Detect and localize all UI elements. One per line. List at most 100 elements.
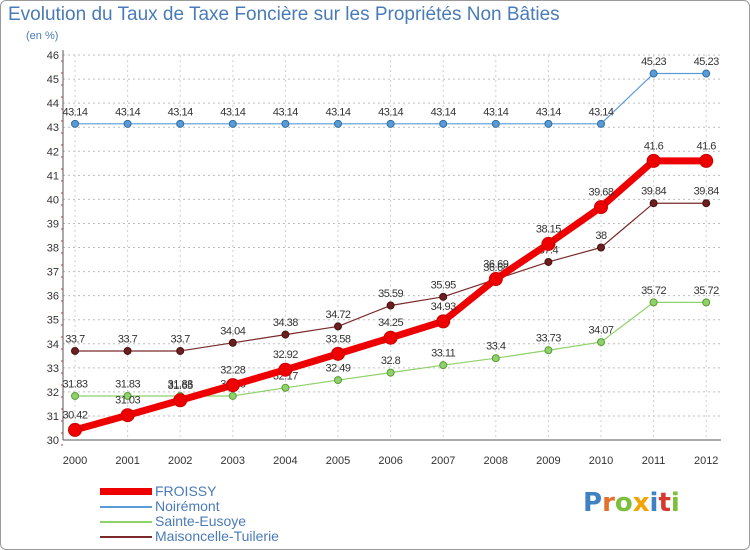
x-tick-label: 2007 [431, 455, 455, 467]
data-point-sainte-eusoye [439, 361, 448, 370]
data-point-sainte-eusoye [228, 391, 237, 400]
data-label-noir-mont: 43.14 [115, 106, 140, 118]
data-label-maisoncelle-tuilerie: 33.7 [170, 333, 190, 345]
x-tick-label: 2003 [221, 455, 245, 467]
x-tick-label: 2011 [642, 455, 666, 467]
data-point-sainte-eusoye [386, 368, 395, 377]
data-point-maisoncelle-tuilerie [439, 292, 448, 301]
y-tick-label: 30 [47, 435, 59, 447]
data-label-sainte-eusoye: 33.73 [536, 333, 561, 345]
data-point-sainte-eusoye [123, 391, 132, 400]
data-label-sainte-eusoye: 33.11 [431, 348, 456, 360]
chart-legend: FROISSY Noirémont Sainte-Eusoye Maisoncelle… [100, 484, 400, 544]
data-label-froissy: 41.6 [696, 140, 716, 152]
data-label-froissy: 32.92 [273, 349, 298, 361]
data-point-sainte-eusoye [71, 391, 79, 400]
data-label-sainte-eusoye: 32.8 [381, 355, 401, 367]
data-point-froissy [173, 393, 188, 408]
data-point-noir-mont [491, 119, 500, 128]
data-point-noir-mont [228, 119, 237, 128]
data-label-sainte-eusoye: 31.83 [168, 378, 193, 390]
data-point-noir-mont [702, 69, 711, 78]
data-label-sainte-eusoye: 31.83 [62, 378, 87, 390]
x-tick-label: 2000 [63, 455, 87, 467]
data-label-froissy: 36.69 [483, 259, 508, 271]
data-point-sainte-eusoye [649, 298, 658, 307]
data-label-noir-mont: 43.14 [168, 106, 193, 118]
y-tick-label: 33 [47, 363, 59, 375]
data-label-froissy: 39.68 [588, 187, 613, 199]
data-label-froissy: 31.65 [168, 380, 193, 392]
data-point-noir-mont [597, 119, 605, 128]
legend-swatch [100, 488, 152, 495]
data-label-froissy: 31.03 [115, 395, 140, 407]
x-tick-label: 2001 [115, 455, 139, 467]
data-label-maisoncelle-tuilerie: 34.04 [220, 325, 245, 337]
legend-swatch [100, 506, 152, 508]
data-point-froissy [699, 153, 714, 168]
data-point-maisoncelle-tuilerie [386, 301, 395, 310]
data-label-froissy: 34.25 [378, 317, 403, 329]
data-label-noir-mont: 45.23 [641, 56, 666, 68]
x-tick-label: 2005 [326, 455, 350, 467]
data-label-noir-mont: 43.14 [536, 106, 561, 118]
y-tick-label: 41 [47, 170, 59, 182]
y-tick-label: 43 [47, 122, 59, 134]
logo-letter: o [614, 488, 633, 518]
x-tick-label: 2009 [536, 455, 560, 467]
x-tick-label: 2008 [484, 455, 508, 467]
data-point-maisoncelle-tuilerie [176, 346, 185, 355]
y-tick-label: 45 [47, 74, 59, 86]
chart-unit: (en %) [26, 30, 59, 42]
y-tick-label: 32 [47, 387, 59, 399]
y-tick-label: 46 [47, 50, 59, 62]
data-label-sainte-eusoye: 31.83 [115, 378, 140, 390]
legend-label: FROISSY [155, 483, 217, 499]
data-point-sainte-eusoye [281, 383, 290, 392]
logo-letter: t [658, 488, 671, 518]
data-point-maisoncelle-tuilerie [597, 243, 605, 252]
data-point-noir-mont [123, 119, 132, 128]
y-tick-label: 39 [47, 218, 59, 230]
data-label-noir-mont: 43.14 [431, 106, 456, 118]
data-point-sainte-eusoye [544, 346, 553, 355]
data-label-maisoncelle-tuilerie: 39.84 [694, 186, 719, 198]
data-point-noir-mont [544, 119, 553, 128]
data-label-maisoncelle-tuilerie: 39.84 [641, 186, 666, 198]
data-label-maisoncelle-tuilerie: 35.59 [378, 288, 403, 300]
data-label-noir-mont: 43.14 [62, 106, 87, 118]
data-point-froissy [278, 362, 293, 377]
data-label-noir-mont: 45.23 [694, 56, 719, 68]
y-tick-label: 34 [47, 339, 59, 351]
y-tick-label: 36 [47, 291, 59, 303]
legend-item: Noirémont [100, 499, 400, 514]
data-label-froissy: 34.93 [431, 301, 456, 313]
y-tick-label: 40 [47, 194, 59, 206]
data-point-maisoncelle-tuilerie [334, 322, 342, 331]
data-label-froissy: 38.15 [536, 223, 561, 235]
legend-label: Sainte-Eusoye [155, 513, 247, 529]
legend-label: Noirémont [155, 498, 220, 514]
data-label-maisoncelle-tuilerie: 34.72 [325, 309, 350, 321]
data-point-sainte-eusoye [491, 354, 500, 363]
data-point-froissy [120, 408, 135, 423]
legend-swatch [100, 521, 152, 523]
data-point-maisoncelle-tuilerie [71, 346, 79, 355]
data-label-maisoncelle-tuilerie: 34.38 [273, 317, 298, 329]
data-point-maisoncelle-tuilerie [702, 199, 711, 208]
x-tick-label: 2006 [378, 455, 402, 467]
data-point-froissy [383, 330, 398, 345]
legend-item: Sainte-Eusoye [100, 514, 400, 529]
data-point-maisoncelle-tuilerie [123, 346, 132, 355]
data-point-froissy [488, 272, 503, 287]
data-label-sainte-eusoye: 35.72 [694, 285, 719, 297]
data-point-sainte-eusoye [334, 376, 342, 385]
data-point-noir-mont [281, 119, 290, 128]
data-label-noir-mont: 43.14 [588, 106, 613, 118]
legend-swatch [100, 536, 152, 538]
y-tick-label: 35 [47, 315, 59, 327]
chart-title: Evolution du Taux de Taxe Foncière sur l… [8, 4, 560, 25]
data-label-noir-mont: 43.14 [483, 106, 508, 118]
